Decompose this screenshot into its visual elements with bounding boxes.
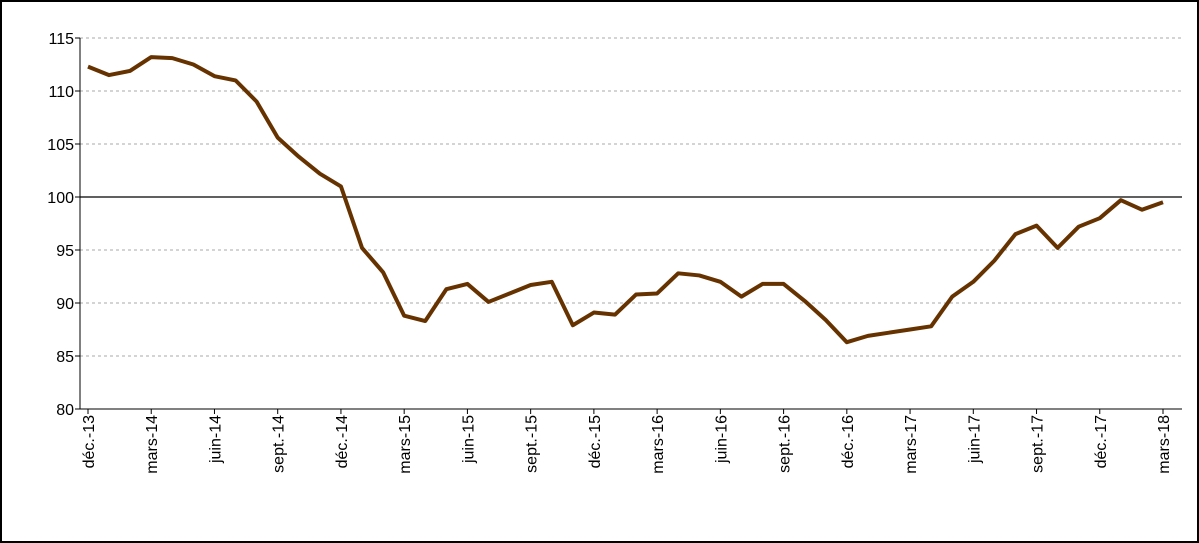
x-tick-label: sept.-15 <box>524 415 541 473</box>
x-tick-label: déc.-16 <box>840 415 857 468</box>
series-line <box>87 55 1164 345</box>
y-tick-label: 110 <box>48 84 74 101</box>
x-tick-label: déc.-15 <box>587 415 604 468</box>
x-tick-label: sept.-14 <box>271 415 288 473</box>
y-tick-label: 80 <box>56 402 74 419</box>
x-tick-label: juin-15 <box>460 415 477 464</box>
x-tick-label: mars-18 <box>1156 415 1173 474</box>
x-tick-label: déc.-14 <box>334 415 351 468</box>
x-tick-label: juin-14 <box>207 415 224 464</box>
x-tick-label: sept.-17 <box>1030 415 1047 473</box>
x-tick-label: mars-14 <box>144 415 161 474</box>
x-tick-label: sept.-16 <box>777 415 794 473</box>
y-tick-label: 105 <box>47 137 74 154</box>
x-tick-label: mars-17 <box>903 415 920 474</box>
x-tick-label: mars-15 <box>397 415 414 474</box>
y-tick-label: 90 <box>56 296 74 313</box>
y-tick-label: 95 <box>56 243 74 260</box>
x-tick-label: mars-16 <box>650 415 667 474</box>
y-tick-label: 100 <box>47 190 74 207</box>
y-tick-label: 115 <box>48 31 74 48</box>
x-tick-label: déc.-13 <box>81 415 98 468</box>
x-tick-label: juin-16 <box>713 415 730 464</box>
x-tick-label: juin-17 <box>966 415 983 464</box>
x-tick-label: déc.-17 <box>1093 415 1110 468</box>
y-tick-label: 85 <box>56 349 74 366</box>
